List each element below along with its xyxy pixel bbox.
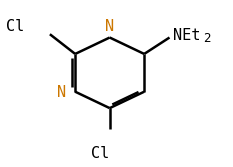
Text: Cl: Cl [91, 146, 110, 161]
Text: 2: 2 [203, 32, 210, 45]
Text: N: N [57, 85, 66, 100]
Text: Cl: Cl [6, 19, 25, 34]
Text: NEt: NEt [173, 28, 200, 43]
Text: N: N [105, 19, 114, 34]
